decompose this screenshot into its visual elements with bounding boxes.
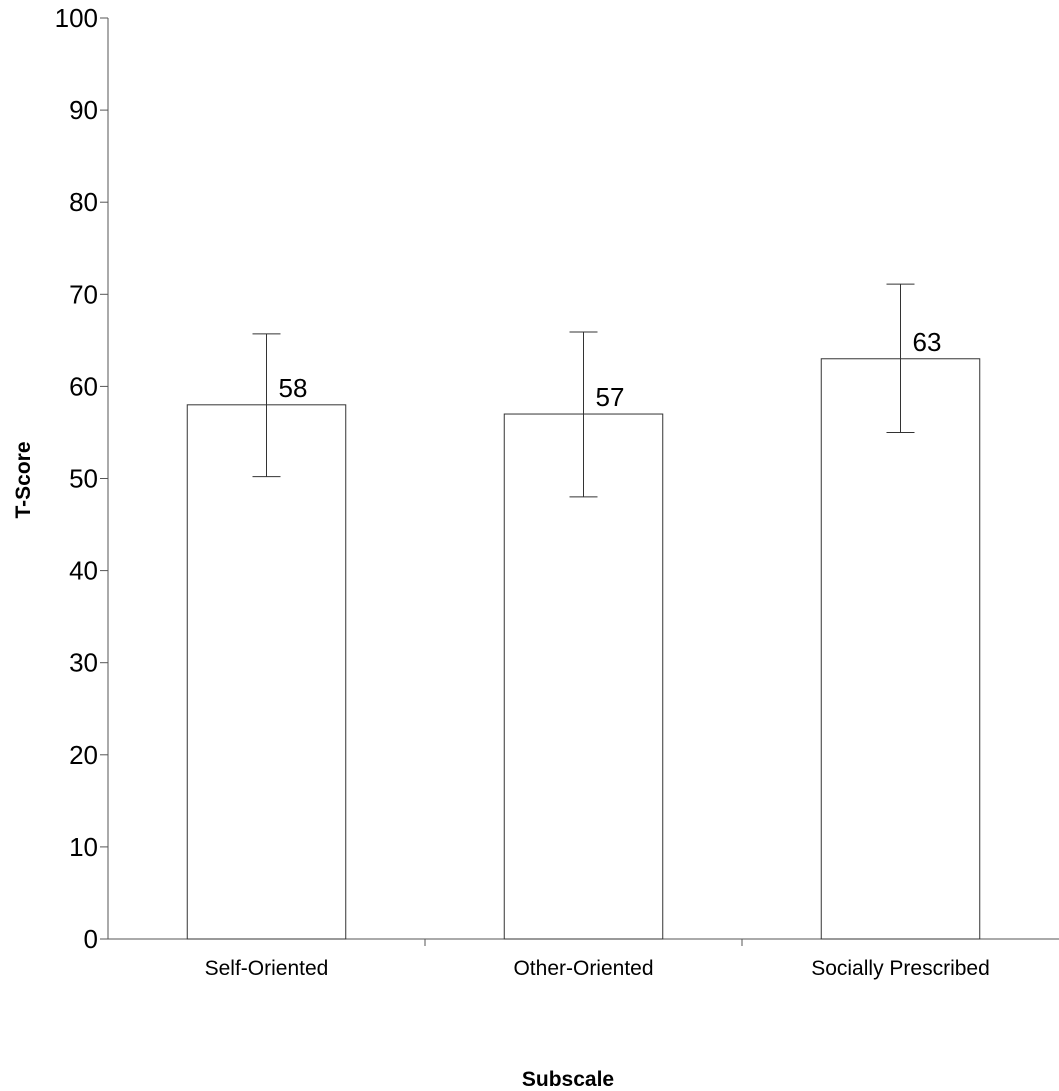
- bar: [820, 358, 981, 940]
- x-axis: Self-Oriented Other-Oriented Socially Pres…: [108, 938, 1059, 980]
- x-axis-title: Subscale: [522, 1068, 614, 1091]
- y-tick-label: 80: [69, 187, 98, 217]
- x-category-label: Self-Oriented: [205, 957, 329, 980]
- x-category-label: Other-Oriented: [513, 957, 653, 980]
- value-label: 57: [596, 382, 625, 412]
- x-category-label: Socially Prescribed: [811, 957, 990, 980]
- bar: [503, 413, 664, 940]
- y-tick-label: 90: [69, 95, 98, 125]
- y-tick-label: 60: [69, 371, 98, 401]
- value-label: 63: [913, 327, 942, 357]
- y-tick-label: 30: [69, 648, 98, 678]
- bar: [186, 404, 347, 940]
- error-bars: [252, 283, 915, 498]
- y-tick-label: 70: [69, 279, 98, 309]
- y-axis-title: T-Score: [12, 441, 35, 518]
- y-tick-label: 50: [69, 464, 98, 494]
- value-labels: 58 57 63: [279, 327, 942, 412]
- y-tick-label: 100: [55, 3, 98, 33]
- value-label: 58: [279, 373, 308, 403]
- bars: [186, 358, 981, 940]
- y-tick-label: 20: [69, 740, 98, 770]
- y-axis: 0 10 20 30 40 50 60 70 80 90 100: [55, 3, 109, 954]
- y-tick-label: 10: [69, 832, 98, 862]
- y-tick-label: 40: [69, 556, 98, 586]
- y-tick-label: 0: [84, 924, 98, 954]
